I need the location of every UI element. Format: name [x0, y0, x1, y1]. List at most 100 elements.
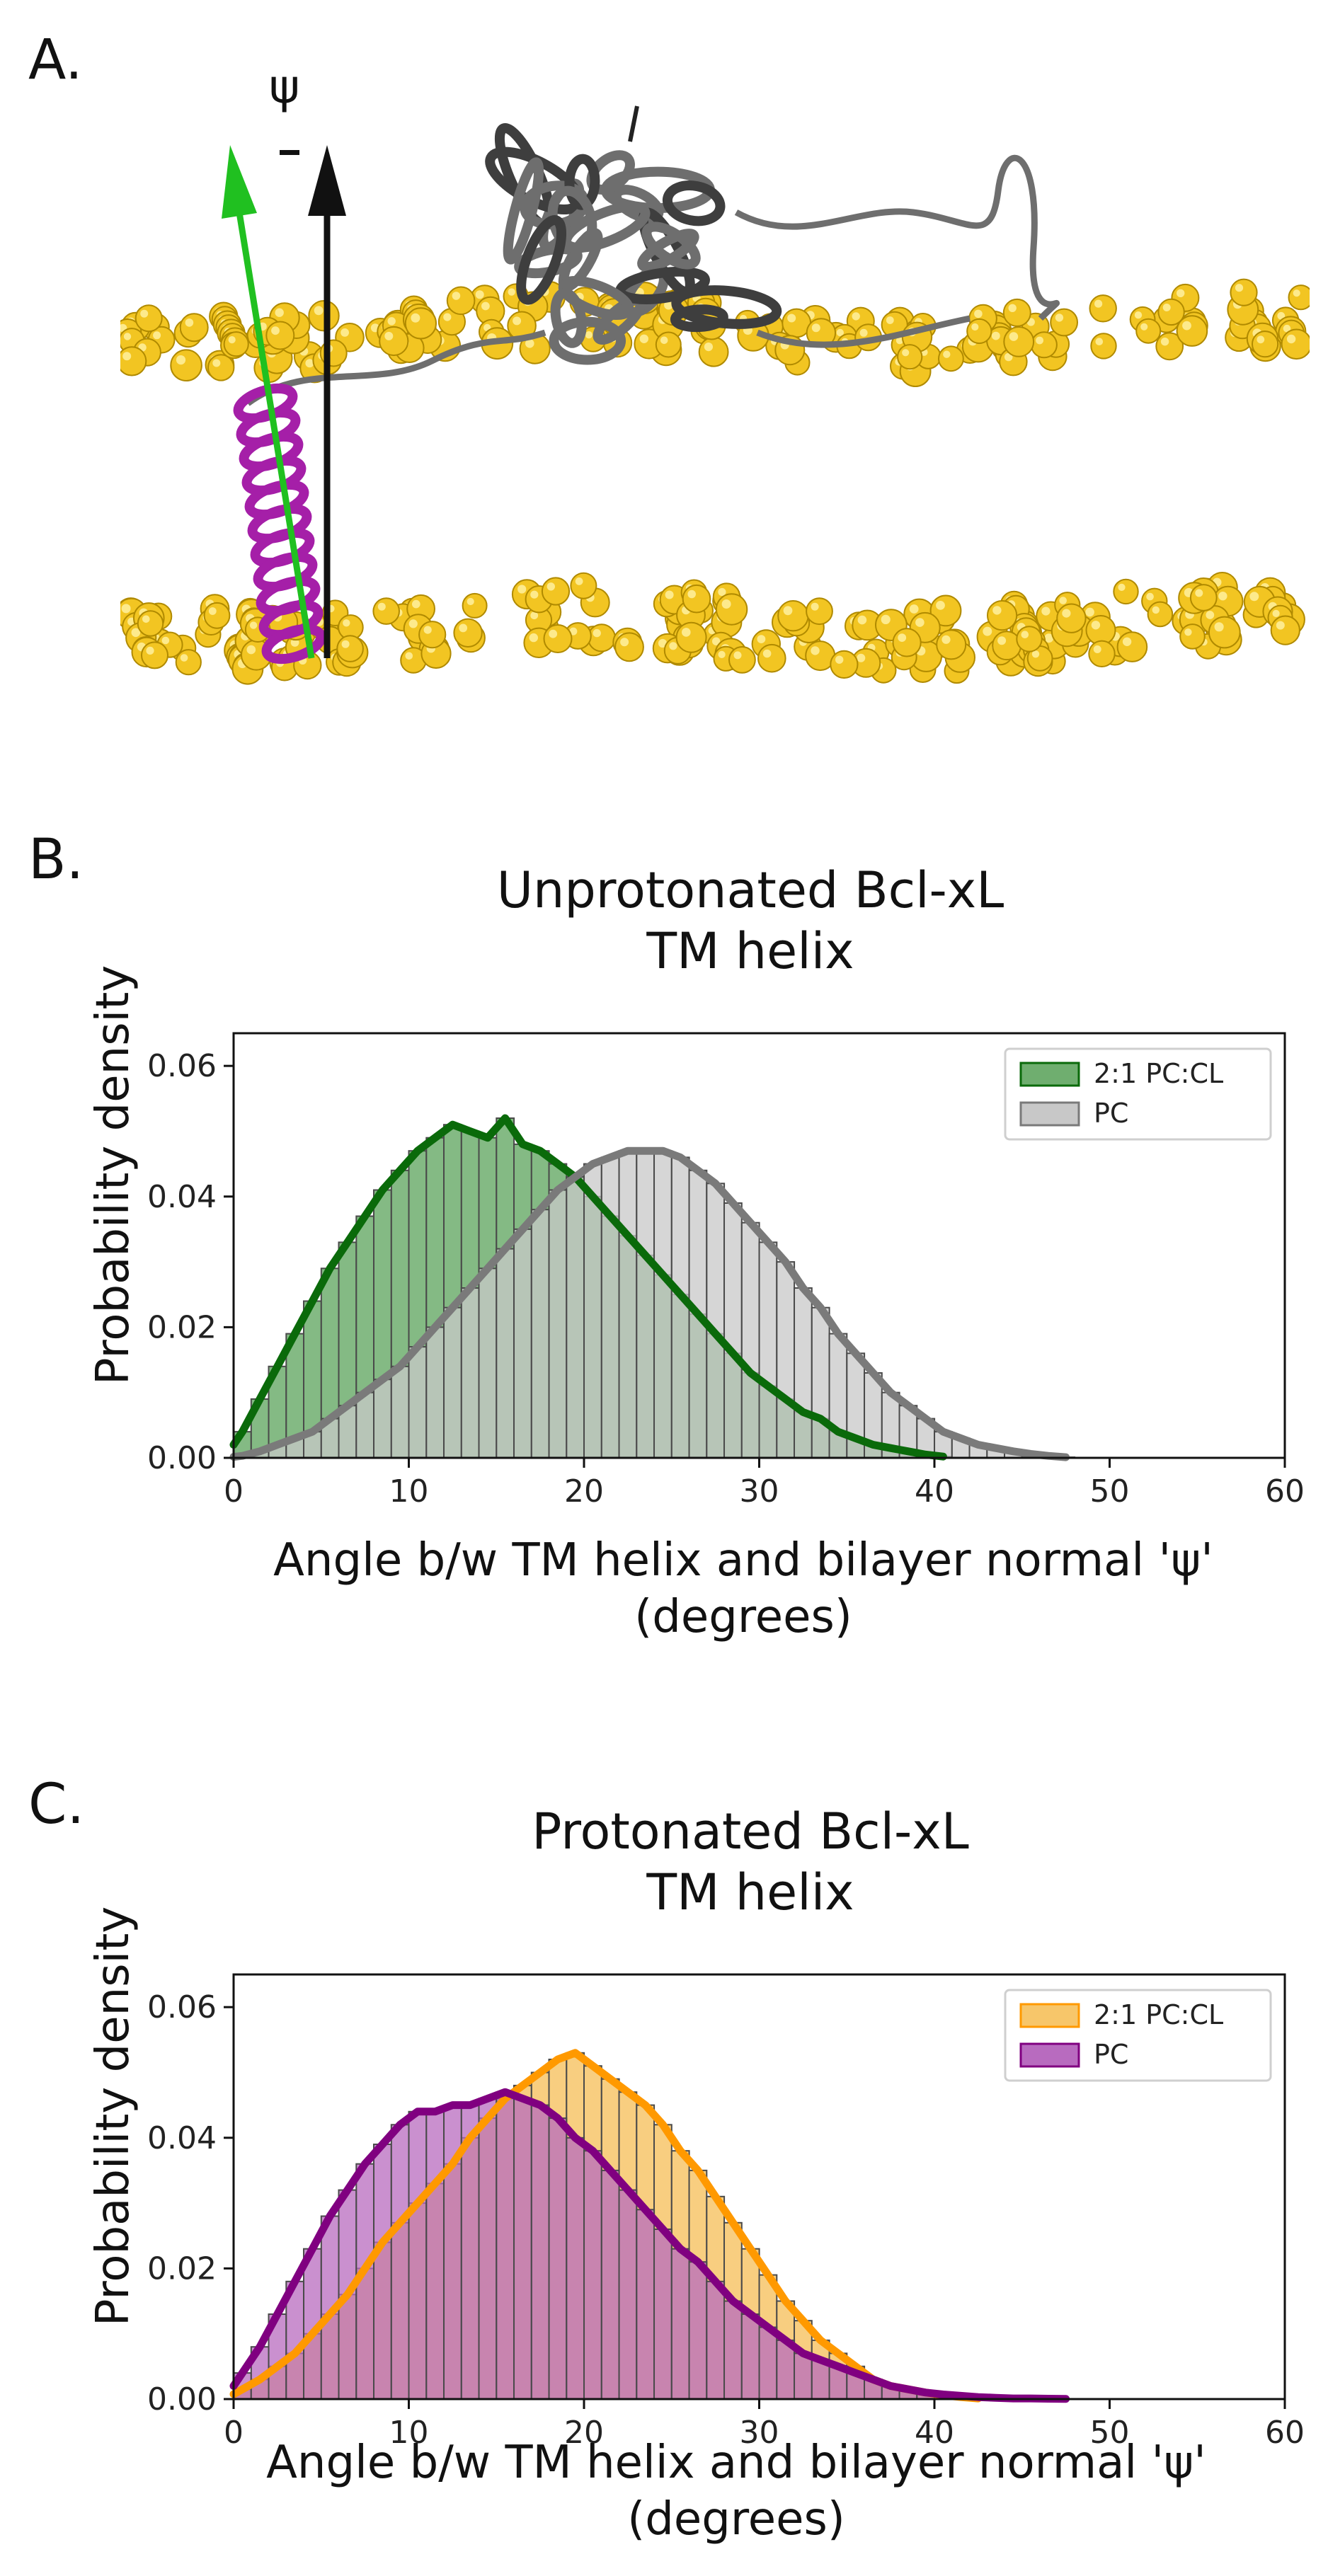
chart-c-bar: [408, 2110, 428, 2400]
protein-helix-segment: [641, 222, 701, 270]
chart-b-bar: [373, 1379, 392, 1459]
lipid-highlight: [909, 604, 919, 614]
tm-helix: [233, 383, 326, 665]
chart-b-series-1-kde-line: [229, 1146, 1070, 1461]
lipid-highlight: [122, 352, 132, 361]
protein-ribbon: [246, 105, 1060, 406]
lipid-highlight: [687, 590, 696, 599]
lipid-highlight: [569, 627, 578, 636]
chart-c-series-1-bars: [233, 2091, 1076, 2400]
protein-tail: [756, 315, 971, 348]
lipid-headgroup: [1179, 623, 1206, 650]
lipid-highlight: [153, 331, 161, 340]
protein-loop: [734, 154, 1060, 321]
chart-c-xtick-label: 30: [740, 2415, 779, 2451]
lipid-highlight: [787, 314, 796, 323]
chart-c-bar: [618, 2189, 638, 2400]
chart-c-bar: [688, 2261, 708, 2400]
lipid-headgroup: [728, 646, 756, 674]
lipid-headgroup: [587, 623, 617, 652]
chart-b-xlabel: Angle b/w TM helix and bilayer normal 'ψ…: [142, 1532, 1328, 1645]
lipid-headgroup: [936, 629, 967, 660]
lipid-highlight: [1182, 321, 1191, 330]
protein-helix-segment: [662, 180, 726, 226]
lipid-headgroup: [379, 326, 409, 357]
lipid-highlight: [991, 331, 1000, 340]
chart-b-xtick-label: 50: [1090, 1473, 1130, 1510]
lipid-headgroup: [1189, 584, 1218, 611]
lipid-headgroup: [141, 641, 168, 669]
chart-c-xtick-label: 60: [1265, 2415, 1305, 2451]
bilayer-normal-arrow: [308, 145, 346, 658]
lipid-highlight: [423, 626, 432, 634]
lipid-highlight: [1055, 314, 1064, 322]
chart-c-xlabel: Angle b/w TM helix and bilayer normal 'ψ…: [134, 2434, 1328, 2548]
lipid-headgroup: [404, 307, 437, 340]
lipid-highlight: [228, 336, 236, 344]
lipid-highlight: [1277, 311, 1286, 320]
lipid-highlight: [459, 623, 468, 633]
chart-c-bar: [706, 2280, 726, 2400]
lipid-highlight: [1008, 304, 1017, 312]
lipid-highlight: [249, 621, 258, 629]
lipid-headgroup: [137, 610, 164, 637]
lipid-highlight: [1249, 592, 1259, 602]
chart-c-title: Protonated Bcl-xL TM helix: [227, 1801, 1274, 1923]
chart-b-series-1-bars: [233, 1150, 1076, 1459]
chart-c-bar: [670, 2248, 690, 2400]
chart-b-bar: [355, 1391, 375, 1459]
lipid-headgroup: [175, 649, 202, 676]
lipid-highlight: [475, 290, 484, 299]
chart-c-ytick-label: 0.04: [147, 2120, 217, 2156]
psi-symbol: ψ: [269, 64, 300, 114]
chart-b-ytick-label: 0.00: [147, 1440, 217, 1476]
lipid-highlight: [161, 636, 170, 645]
lipid-headgroup: [614, 632, 644, 662]
chart-b-ytick-label: 0.06: [147, 1048, 217, 1084]
lipid-highlight: [1218, 592, 1227, 601]
chart-c-bar: [566, 2137, 585, 2400]
lipid-highlight: [246, 645, 256, 655]
lipid-highlight: [1021, 631, 1029, 638]
lipid-highlight: [712, 637, 721, 645]
chart-c-bar: [600, 2169, 620, 2400]
arrow-head: [222, 145, 257, 219]
lipid-highlight: [146, 646, 154, 655]
chart-b-legend-label: PC: [1094, 1098, 1128, 1129]
lipid-highlight: [669, 642, 677, 650]
lipid-highlight: [1235, 284, 1244, 292]
arrow-head: [308, 145, 346, 216]
chart-c-bar: [740, 2313, 760, 2400]
chart-c-title-line2: TM helix: [646, 1863, 854, 1921]
lipid-highlight: [718, 587, 726, 597]
lipid-highlight: [1184, 628, 1192, 636]
lipid-headgroup: [1230, 278, 1258, 306]
lipid-highlight: [1036, 336, 1043, 345]
chart-c-bar: [530, 2104, 550, 2400]
lipid-headgroup: [757, 643, 786, 673]
lipid-headgroup: [966, 318, 992, 345]
lipid-headgroup: [1288, 284, 1310, 311]
chart-c-series-0-kde-line: [229, 2049, 983, 2403]
lipid-highlight: [377, 602, 386, 611]
lipid-highlight: [341, 640, 350, 648]
lipid-highlight: [452, 292, 461, 300]
lipid-highlight: [1152, 606, 1160, 614]
lipid-highlight: [721, 599, 731, 609]
chart-c-title-line1: Protonated Bcl-xL: [532, 1802, 969, 1861]
lipid-headgroup: [462, 592, 488, 619]
chart-b-bar: [811, 1306, 830, 1459]
linker-loop: [246, 329, 546, 406]
chart-b-bar: [618, 1150, 638, 1459]
lipid-highlight: [1160, 338, 1169, 346]
lipid-highlight: [783, 606, 793, 616]
protein-helix-segment: [549, 316, 626, 365]
chart-b-xlabel-line1: Angle b/w TM helix and bilayer normal 'ψ…: [273, 1534, 1213, 1587]
chart-b-bar: [443, 1306, 462, 1459]
chart-c-bar: [548, 2117, 568, 2400]
chart-b-xtick-label: 30: [740, 1473, 779, 1510]
chart-c-ytick-label: 0.02: [147, 2250, 217, 2287]
lipid-highlight: [665, 590, 674, 599]
lipid-highlight: [620, 638, 629, 647]
chart-b-legend-swatch: [1019, 1101, 1080, 1127]
